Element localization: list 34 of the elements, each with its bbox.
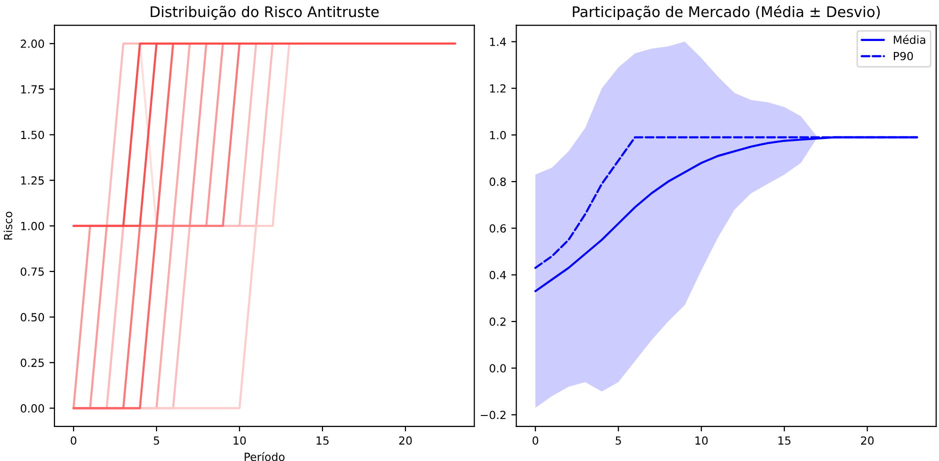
y-tick-label: 0.75 (20, 267, 44, 276)
y-tick-label: 1.4 (490, 38, 506, 46)
y-tick-label: 0.00 (20, 404, 44, 413)
y-tick-label: 1.25 (21, 176, 44, 185)
y-tick-label: 1.2 (490, 84, 506, 93)
y-tick-label: 0.8 (490, 178, 506, 186)
x-tick-label: 20 (861, 436, 874, 445)
y-tick-label: 0.50 (20, 313, 44, 322)
x-axis-title: Período (244, 452, 285, 461)
legend-label: Média (894, 34, 926, 44)
x-tick-label: 5 (154, 436, 160, 445)
y-tick-label: −0.2 (480, 410, 506, 420)
y-tick-label: 0.25 (20, 358, 44, 367)
y-tick-label: 1.00 (21, 222, 44, 230)
y-tick-label: 2.00 (20, 40, 44, 48)
x-tick-label: 10 (234, 436, 246, 445)
x-tick-label: 15 (778, 436, 790, 445)
y-tick-label: 0.2 (490, 317, 506, 326)
chart-title: Participação de Mercado (Média ± Desvio) (572, 5, 880, 20)
legend-label: P90 (894, 52, 913, 60)
y-tick-label: 0.0 (490, 364, 506, 373)
x-tick-label: 5 (616, 436, 621, 445)
x-tick-label: 0 (532, 436, 538, 445)
chart-title: Distribuição do Risco Antitruste (150, 6, 379, 20)
x-tick-label: 10 (696, 436, 708, 445)
y-tick-label: 0.4 (490, 270, 506, 280)
y-axis-title: Risco (4, 212, 12, 240)
x-tick-label: 15 (316, 436, 329, 445)
y-tick-label: 1.50 (21, 130, 44, 140)
x-tick-label: 20 (399, 436, 412, 445)
y-tick-label: 1.75 (21, 85, 44, 94)
x-tick-label: 0 (70, 436, 76, 445)
y-tick-label: 1.0 (490, 130, 506, 140)
y-tick-label: 0.6 (490, 224, 506, 233)
